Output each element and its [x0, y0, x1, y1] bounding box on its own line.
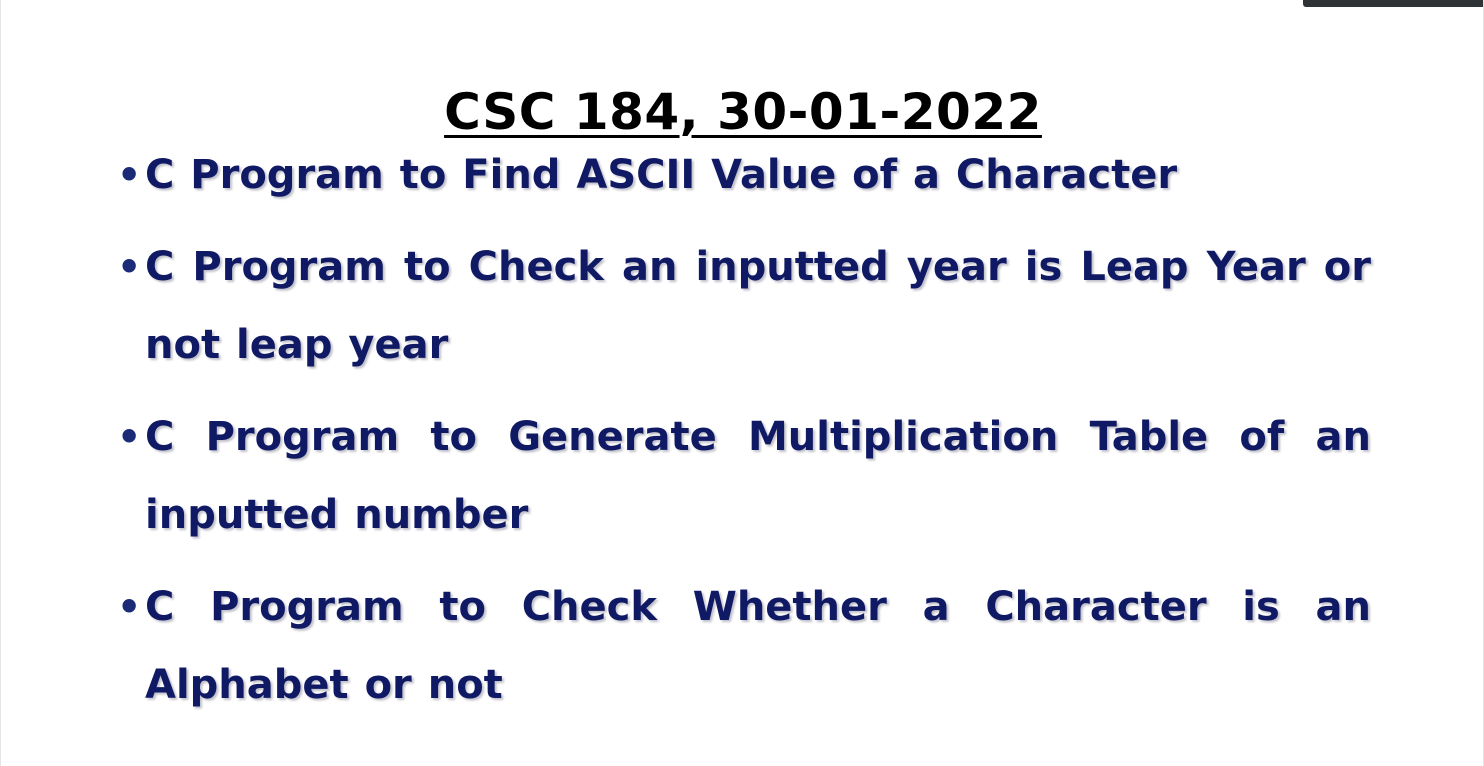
slide-title-text: CSC 184, 30-01-2022 — [444, 82, 1042, 141]
bullet-dot-icon: • — [117, 585, 142, 629]
bullet-item-2: • C Program to Check an inputted year is… — [113, 228, 1371, 384]
window-corner-bar — [1303, 0, 1483, 7]
bullet-item-1: • C Program to Find ASCII Value of a Cha… — [113, 136, 1371, 214]
slide-title: CSC 184, 30-01-2022 — [1, 79, 1484, 145]
bullet-dot-icon: • — [117, 415, 142, 459]
bullet-text: C Program to Check an inputted year is L… — [145, 244, 1371, 368]
bullet-dot-icon: • — [117, 245, 142, 289]
bullet-list: • C Program to Find ASCII Value of a Cha… — [113, 136, 1371, 738]
bullet-text: C Program to Check Whether a Character i… — [145, 584, 1371, 708]
bullet-text: C Program to Find ASCII Value of a Chara… — [145, 152, 1178, 198]
bullet-item-3: • C Program to Generate Multiplication T… — [113, 398, 1371, 554]
bullet-dot-icon: • — [117, 153, 142, 197]
bullet-item-4: • C Program to Check Whether a Character… — [113, 568, 1371, 724]
bullet-text: C Program to Generate Multiplication Tab… — [145, 414, 1371, 538]
